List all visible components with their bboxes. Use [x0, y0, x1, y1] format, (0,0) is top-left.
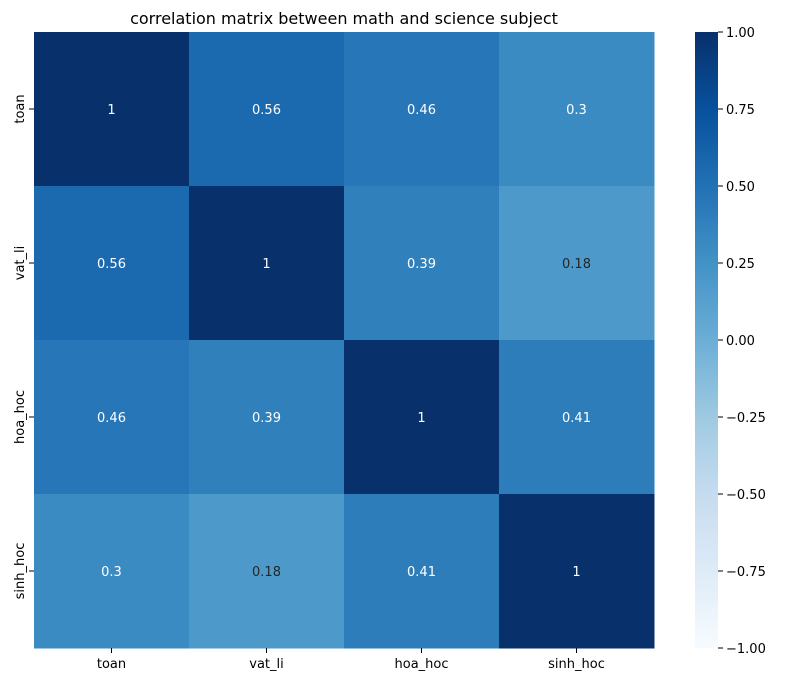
heatmap-cells: 1 0.56 0.46 0.3 0.56 1 0.39 0.18 0.46 0.39 1 0.41 0.… [34, 32, 655, 649]
colorbar-gradient [695, 32, 718, 648]
cell-label-r3-c1: 0.18 [252, 565, 281, 580]
cell-label-r2-c0: 0.46 [97, 411, 126, 426]
colorbar-tick-label-0: 1.00 [726, 26, 755, 41]
heatmap-cell-r1-c3 [499, 186, 655, 341]
heatmap-cell-r1-c2 [344, 186, 500, 341]
x-axis: toan vat_li hoa_hoc sinh_hoc [97, 648, 605, 672]
cell-label-r0-c2: 0.46 [407, 103, 436, 118]
colorbar: 1.00 0.75 0.50 0.25 0.00 −0.25 −0.50 −0.75 −1.00 [695, 26, 766, 657]
cell-label-r0-c3: 0.3 [566, 103, 587, 118]
heatmap-cell-r2-c2 [344, 340, 500, 495]
y-axis: toan vat_li hoa_hoc sinh_hoc [13, 94, 34, 599]
cell-label-r3-c0: 0.3 [101, 565, 122, 580]
colorbar-tick-label-4: 0.00 [726, 334, 755, 349]
cell-label-r1-c2: 0.39 [407, 257, 436, 272]
cell-label-r1-c3: 0.18 [562, 257, 591, 272]
colorbar-tick-label-6: −0.50 [726, 488, 766, 503]
cell-label-r1-c0: 0.56 [97, 257, 126, 272]
heatmap-cell-r2-c3 [499, 340, 655, 495]
heatmap-cell-r0-c2 [344, 32, 500, 187]
cell-label-r2-c1: 0.39 [252, 411, 281, 426]
heatmap-cell-r3-c3 [499, 494, 655, 649]
y-tick-label-2: hoa_hoc [13, 390, 28, 444]
cell-label-r3-c3: 1 [572, 565, 580, 580]
chart-title: correlation matrix between math and scie… [130, 9, 558, 28]
heatmap-cell-r0-c1 [189, 32, 345, 187]
heatmap-cell-r0-c0 [34, 32, 190, 187]
heatmap-cell-r0-c3 [499, 32, 655, 187]
colorbar-tick-label-7: −0.75 [726, 565, 766, 580]
heatmap-cell-r1-c1 [189, 186, 345, 341]
colorbar-tick-label-3: 0.25 [726, 257, 755, 272]
x-tick-label-0: toan [97, 657, 126, 672]
colorbar-tick-label-5: −0.25 [726, 411, 766, 426]
heatmap-cell-r3-c2 [344, 494, 500, 649]
x-tick-label-2: hoa_hoc [395, 657, 449, 672]
cell-label-r3-c2: 0.41 [407, 565, 436, 580]
colorbar-tick-label-2: 0.50 [726, 180, 755, 195]
cell-label-r2-c3: 0.41 [562, 411, 591, 426]
colorbar-tick-label-8: −1.00 [726, 642, 766, 657]
heatmap-cell-r3-c1 [189, 494, 345, 649]
y-tick-label-1: vat_li [13, 246, 28, 280]
x-tick-label-3: sinh_hoc [548, 657, 605, 672]
cell-label-r2-c2: 1 [417, 411, 425, 426]
heatmap-cell-r2-c0 [34, 340, 190, 495]
y-tick-label-3: sinh_hoc [13, 543, 28, 600]
heatmap-cell-r3-c0 [34, 494, 190, 649]
cell-label-r0-c1: 0.56 [252, 103, 281, 118]
colorbar-tick-label-1: 0.75 [726, 103, 755, 118]
cell-label-r0-c0: 1 [107, 103, 115, 118]
y-tick-label-0: toan [13, 94, 28, 123]
x-tick-label-1: vat_li [249, 657, 283, 672]
cell-label-r1-c1: 1 [262, 257, 270, 272]
heatmap-cell-r2-c1 [189, 340, 345, 495]
heatmap-cell-r1-c0 [34, 186, 190, 341]
